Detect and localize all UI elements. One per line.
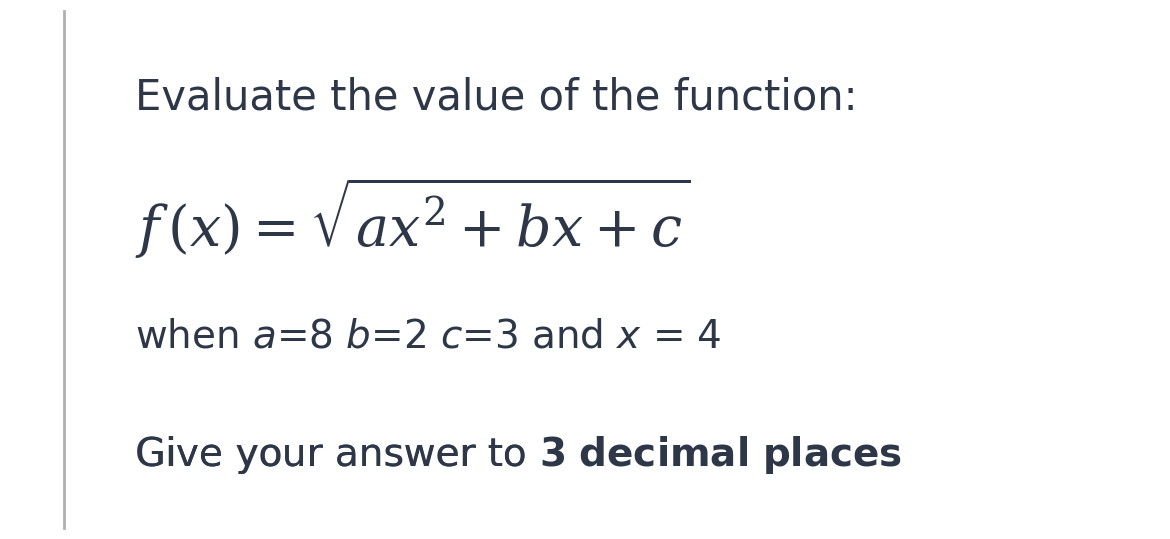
Text: $f\,(x) = \sqrt{ax^2 + bx + c}$: $f\,(x) = \sqrt{ax^2 + bx + c}$ (135, 176, 690, 261)
Text: Give your answer to $\bf{3\ decimal\ places}$: Give your answer to $\bf{3\ decimal\ pla… (135, 434, 902, 476)
Text: Evaluate the value of the function:: Evaluate the value of the function: (135, 76, 858, 118)
Text: Give your answer to: Give your answer to (135, 437, 538, 474)
Text: when $\mathit{a}$=8 $\mathit{b}$=2 $\mathit{c}$=3 and $\mathit{x}$ = 4: when $\mathit{a}$=8 $\mathit{b}$=2 $\mat… (135, 318, 721, 356)
